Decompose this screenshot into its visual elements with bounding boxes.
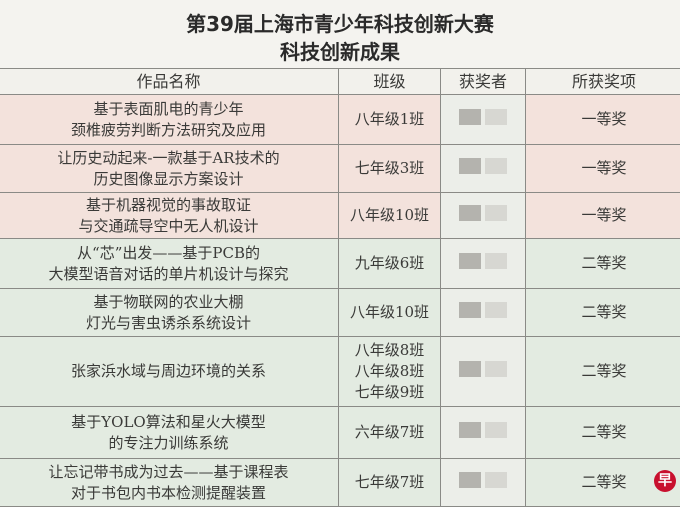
document-title: 第39届上海市青少年科技创新大赛 xyxy=(0,8,680,37)
class-cell-line: 七年级3班 xyxy=(339,158,440,179)
table-row: 基于物联网的农业大棚灯光与害虫诱杀系统设计八年级10班 二等奖 xyxy=(0,289,680,337)
class-cell: 七年级7班 xyxy=(339,459,441,507)
table-row: 基于机器视觉的事故取证与交通疏导空中无人机设计八年级10班 一等奖 xyxy=(0,193,680,239)
class-cell-line: 八年级10班 xyxy=(339,205,440,226)
work-name-cell-line: 的专注力训练系统 xyxy=(0,433,338,454)
award-cell: 二等奖 xyxy=(526,407,680,459)
award-cell: 二等奖 xyxy=(526,289,680,337)
class-cell-line: 九年级6班 xyxy=(339,253,440,274)
work-name-cell-line: 让历史动起来-一款基于AR技术的 xyxy=(0,148,338,169)
class-cell: 八年级10班 xyxy=(339,193,441,239)
class-cell-line: 七年级7班 xyxy=(339,472,440,493)
winner-cell-redacted xyxy=(441,145,526,193)
work-name-cell-line: 颈椎疲劳判断方法研究及应用 xyxy=(0,120,338,141)
class-cell: 八年级8班八年级8班七年级9班 xyxy=(339,337,441,407)
work-name-cell-line: 大模型语音对话的单片机设计与探究 xyxy=(0,264,338,285)
class-cell-line: 八年级1班 xyxy=(339,109,440,130)
table-row: 让历史动起来-一款基于AR技术的历史图像显示方案设计七年级3班 一等奖 xyxy=(0,145,680,193)
work-name-cell: 基于物联网的农业大棚灯光与害虫诱杀系统设计 xyxy=(0,289,339,337)
winner-cell-redacted xyxy=(441,193,526,239)
awards-table: 作品名称 班级 获奖者 所获奖项 基于表面肌电的青少年颈椎疲劳判断方法研究及应用… xyxy=(0,68,680,507)
work-name-cell-line: 基于机器视觉的事故取证 xyxy=(0,195,338,216)
work-name-cell-line: 历史图像显示方案设计 xyxy=(0,169,338,190)
work-name-cell-line: 让忘记带书成为过去——基于课程表 xyxy=(0,462,338,483)
class-cell: 六年级7班 xyxy=(339,407,441,459)
work-name-cell: 张家浜水域与周边环境的关系 xyxy=(0,337,339,407)
class-cell-line: 八年级8班 xyxy=(339,340,440,361)
header-winner: 获奖者 xyxy=(441,69,526,95)
class-cell-line: 七年级9班 xyxy=(339,382,440,403)
winner-cell-redacted xyxy=(441,407,526,459)
winner-cell-redacted xyxy=(441,239,526,289)
award-cell: 二等奖 xyxy=(526,337,680,407)
table-row: 基于表面肌电的青少年颈椎疲劳判断方法研究及应用八年级1班 一等奖 xyxy=(0,95,680,145)
work-name-cell: 基于YOLO算法和星火大模型的专注力训练系统 xyxy=(0,407,339,459)
work-name-cell: 从“芯”出发——基于PCB的大模型语音对话的单片机设计与探究 xyxy=(0,239,339,289)
winner-cell-redacted xyxy=(441,95,526,145)
table-row: 让忘记带书成为过去——基于课程表对于书包内书本检测提醒装置七年级7班二等奖 xyxy=(0,459,680,507)
work-name-cell: 让历史动起来-一款基于AR技术的历史图像显示方案设计 xyxy=(0,145,339,193)
work-name-cell-line: 与交通疏导空中无人机设计 xyxy=(0,216,338,237)
award-cell: 二等奖 xyxy=(526,239,680,289)
work-name-cell-line: 从“芯”出发——基于PCB的 xyxy=(0,243,338,264)
header-class: 班级 xyxy=(339,69,441,95)
table-row: 张家浜水域与周边环境的关系八年级8班八年级8班七年级9班二等奖 xyxy=(0,337,680,407)
work-name-cell-line: 灯光与害虫诱杀系统设计 xyxy=(0,313,338,334)
award-cell: 一等奖 xyxy=(526,145,680,193)
work-name-cell: 基于表面肌电的青少年颈椎疲劳判断方法研究及应用 xyxy=(0,95,339,145)
winner-cell-redacted xyxy=(441,337,526,407)
header-work-name: 作品名称 xyxy=(0,69,339,95)
class-cell-line: 八年级8班 xyxy=(339,361,440,382)
winner-cell-redacted xyxy=(441,459,526,507)
class-cell: 七年级3班 xyxy=(339,145,441,193)
award-cell: 一等奖 xyxy=(526,95,680,145)
header-award: 所获奖项 xyxy=(526,69,680,95)
work-name-cell-line: 张家浜水域与周边环境的关系 xyxy=(0,361,338,382)
class-cell: 九年级6班 xyxy=(339,239,441,289)
work-name-cell: 基于机器视觉的事故取证与交通疏导空中无人机设计 xyxy=(0,193,339,239)
table-row: 基于YOLO算法和星火大模型的专注力训练系统六年级7班 二等奖 xyxy=(0,407,680,459)
winner-cell-redacted xyxy=(441,289,526,337)
class-cell-line: 六年级7班 xyxy=(339,422,440,443)
class-cell-line: 八年级10班 xyxy=(339,302,440,323)
work-name-cell: 让忘记带书成为过去——基于课程表对于书包内书本检测提醒装置 xyxy=(0,459,339,507)
work-name-cell-line: 基于YOLO算法和星火大模型 xyxy=(0,412,338,433)
class-cell: 八年级1班 xyxy=(339,95,441,145)
class-cell: 八年级10班 xyxy=(339,289,441,337)
table-row: 从“芯”出发——基于PCB的大模型语音对话的单片机设计与探究九年级6班 二等奖 xyxy=(0,239,680,289)
document-subtitle: 科技创新成果 xyxy=(0,36,680,65)
table-header: 作品名称 班级 获奖者 所获奖项 xyxy=(0,69,680,95)
work-name-cell-line: 基于表面肌电的青少年 xyxy=(0,99,338,120)
zaobao-logo: 早 xyxy=(654,470,676,492)
work-name-cell-line: 基于物联网的农业大棚 xyxy=(0,292,338,313)
award-cell: 一等奖 xyxy=(526,193,680,239)
work-name-cell-line: 对于书包内书本检测提醒装置 xyxy=(0,483,338,504)
